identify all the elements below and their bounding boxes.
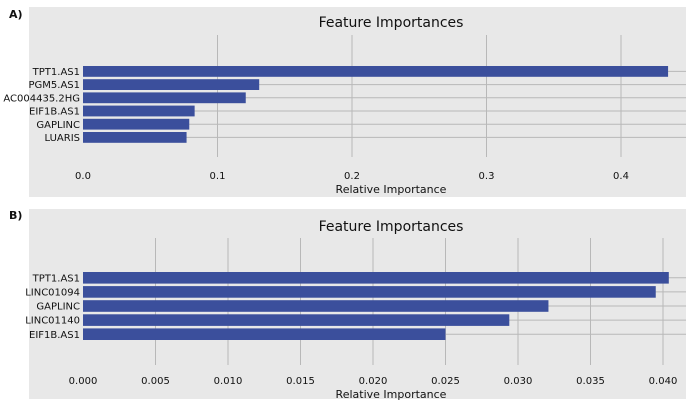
panel-label: A) bbox=[9, 8, 23, 21]
x-tick-label: 0.015 bbox=[286, 376, 315, 387]
bar bbox=[83, 286, 656, 298]
y-tick-label: GAPLINC bbox=[36, 120, 80, 131]
bar bbox=[83, 314, 510, 326]
panel-a: TPT1.AS1 PGM5.AS1 AC004435.2HG EIF1B.AS1 GAP… bbox=[3, 7, 686, 197]
bar bbox=[83, 66, 669, 77]
y-tick-label: GAPLINC bbox=[36, 302, 80, 313]
x-tick-label: 0.1 bbox=[210, 171, 226, 182]
y-tick-label: PGM5.AS1 bbox=[29, 80, 81, 91]
y-tick-label: EIF1B.AS1 bbox=[29, 330, 80, 341]
x-tick-labels: 0.000 0.005 0.010 0.015 0.020 0.025 0.030 0.035… bbox=[69, 376, 678, 387]
chart-title: Feature Importances bbox=[319, 219, 464, 235]
bar bbox=[83, 132, 187, 143]
x-axis-label: Relative Importance bbox=[336, 388, 447, 401]
bars bbox=[83, 66, 669, 143]
x-tick-label: 0.010 bbox=[214, 376, 243, 387]
bars bbox=[83, 272, 669, 340]
x-axis-label: Relative Importance bbox=[336, 183, 447, 196]
bar bbox=[83, 79, 260, 90]
bar bbox=[83, 118, 190, 130]
panel-b: TPT1.AS1 LINC01094 GAPLINC LINC01140 EIF1B.A… bbox=[9, 209, 686, 401]
bar bbox=[83, 272, 669, 284]
x-tick-label: 0.2 bbox=[344, 171, 360, 182]
x-tick-label: 0.000 bbox=[69, 376, 98, 387]
x-tick-label: 0.0 bbox=[75, 171, 91, 182]
x-tick-label: 0.005 bbox=[141, 376, 170, 387]
y-tick-label: LINC01140 bbox=[25, 316, 80, 327]
bar bbox=[83, 300, 549, 312]
y-tick-label: LINC01094 bbox=[25, 288, 80, 299]
x-tick-label: 0.3 bbox=[479, 171, 495, 182]
x-tick-label: 0.030 bbox=[504, 376, 533, 387]
panel-label: B) bbox=[9, 209, 22, 222]
y-tick-labels: TPT1.AS1 PGM5.AS1 AC004435.2HG EIF1B.AS1 GAP… bbox=[3, 67, 80, 144]
x-tick-label: 0.025 bbox=[431, 376, 460, 387]
x-tick-label: 0.4 bbox=[613, 171, 629, 182]
y-tick-label: AC004435.2HG bbox=[3, 93, 80, 104]
y-tick-label: TPT1.AS1 bbox=[32, 273, 80, 284]
x-tick-label: 0.020 bbox=[359, 376, 388, 387]
bar bbox=[83, 92, 246, 104]
y-tick-labels: TPT1.AS1 LINC01094 GAPLINC LINC01140 EIF1B.A… bbox=[25, 273, 80, 340]
x-tick-label: 0.035 bbox=[576, 376, 605, 387]
bar bbox=[83, 105, 195, 117]
y-tick-label: TPT1.AS1 bbox=[32, 67, 80, 78]
y-tick-label: EIF1B.AS1 bbox=[29, 107, 80, 118]
x-tick-label: 0.040 bbox=[649, 376, 678, 387]
y-tick-label: LUARIS bbox=[45, 133, 80, 144]
chart-title: Feature Importances bbox=[319, 15, 464, 31]
bar bbox=[83, 328, 446, 340]
x-tick-labels: 0.0 0.1 0.2 0.3 0.4 bbox=[75, 171, 629, 182]
